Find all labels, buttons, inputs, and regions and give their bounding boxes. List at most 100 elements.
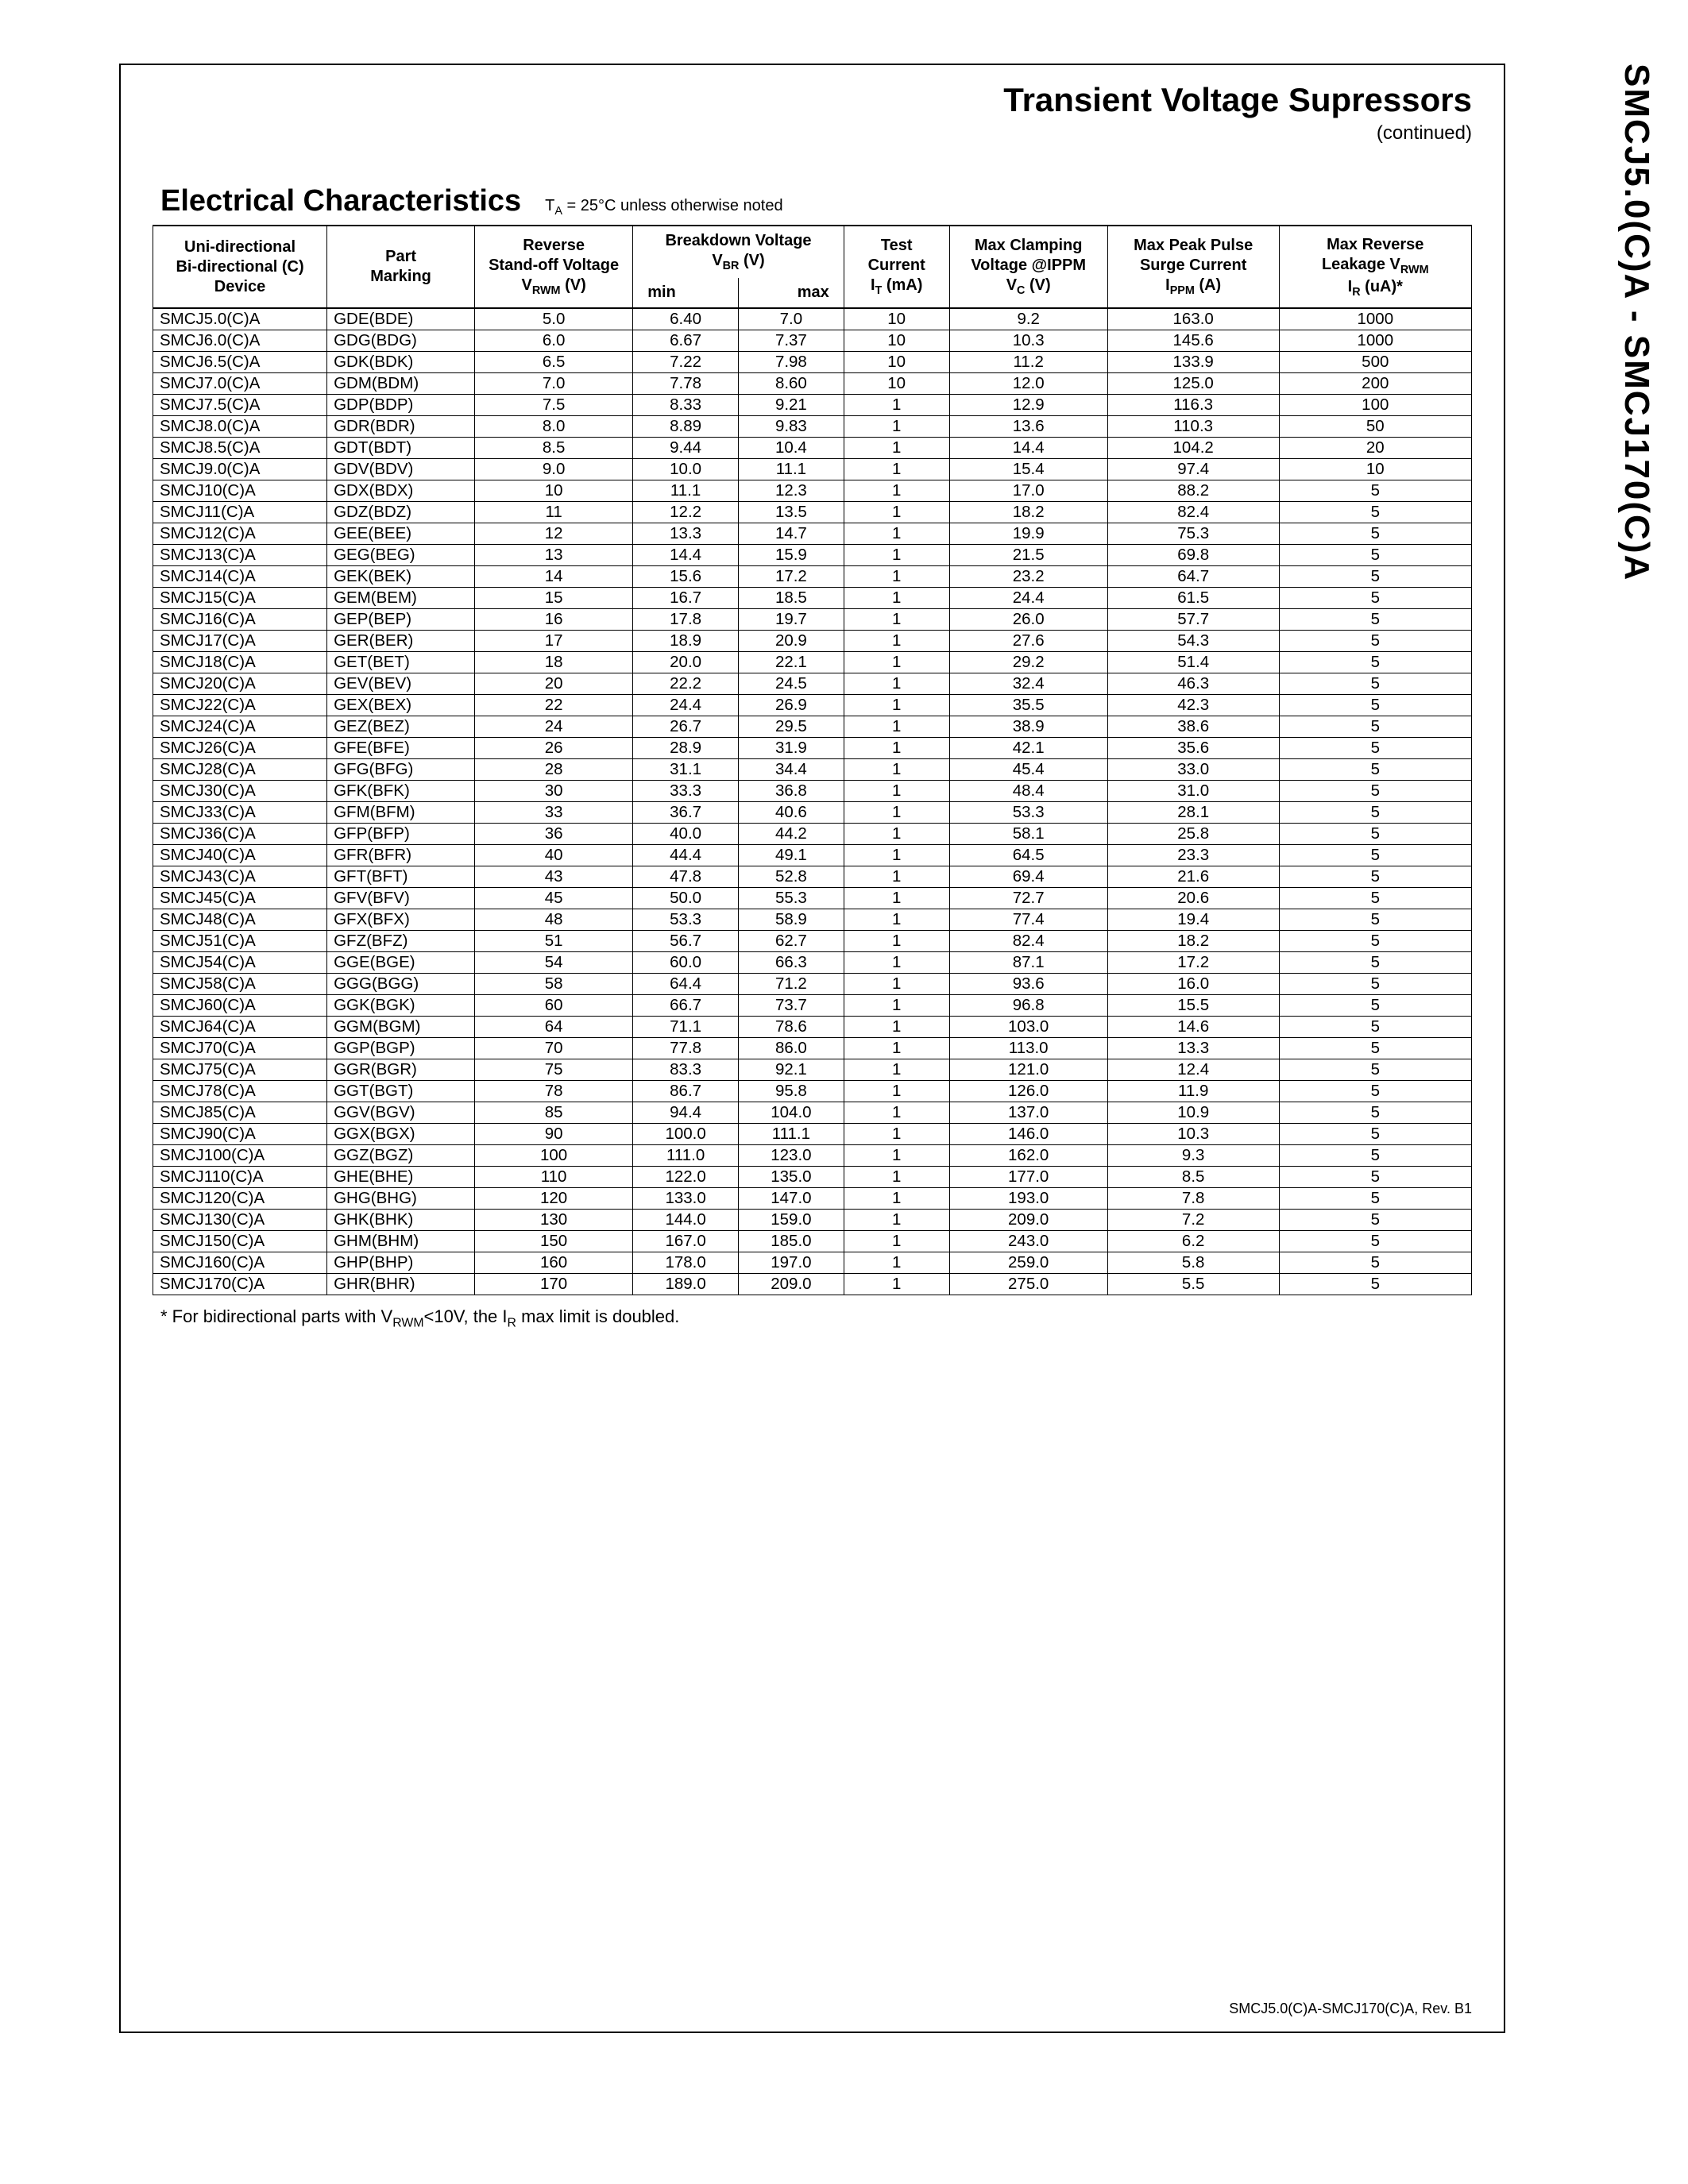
col-device: Uni-directional Bi-directional (C) Devic…	[153, 226, 327, 308]
cell-marking: GDM(BDM)	[327, 373, 475, 395]
cell-bv-min: 100.0	[633, 1124, 739, 1145]
cell-it: 1	[844, 1231, 949, 1252]
cell-vrwm: 150	[475, 1231, 633, 1252]
cell-it: 10	[844, 330, 949, 352]
cell-ippm: 7.8	[1107, 1188, 1279, 1210]
cell-it: 1	[844, 673, 949, 695]
cell-ippm: 38.6	[1107, 716, 1279, 738]
cell-device: SMCJ8.5(C)A	[153, 438, 327, 459]
cell-bv-min: 40.0	[633, 824, 739, 845]
title-block: Transient Voltage Supressors (continued)	[153, 81, 1472, 145]
cell-it: 1	[844, 1167, 949, 1188]
cell-it: 1	[844, 588, 949, 609]
table-row: SMCJ14(C)AGEK(BEK)1415.617.2123.264.75	[153, 566, 1472, 588]
cell-bv-max: 92.1	[739, 1059, 844, 1081]
table-row: SMCJ90(C)AGGX(BGX)90100.0111.11146.010.3…	[153, 1124, 1472, 1145]
cell-device: SMCJ58(C)A	[153, 974, 327, 995]
cell-bv-max: 95.8	[739, 1081, 844, 1102]
cell-vrwm: 26	[475, 738, 633, 759]
cell-ir: 10	[1279, 459, 1471, 480]
cell-vc: 53.3	[949, 802, 1107, 824]
table-row: SMCJ120(C)AGHG(BHG)120133.0147.01193.07.…	[153, 1188, 1472, 1210]
cell-bv-min: 31.1	[633, 759, 739, 781]
cell-ippm: 33.0	[1107, 759, 1279, 781]
cell-ippm: 64.7	[1107, 566, 1279, 588]
cell-vrwm: 110	[475, 1167, 633, 1188]
cell-bv-max: 19.7	[739, 609, 844, 631]
cell-vrwm: 60	[475, 995, 633, 1017]
cell-bv-min: 60.0	[633, 952, 739, 974]
cell-ir: 500	[1279, 352, 1471, 373]
cell-ir: 5	[1279, 480, 1471, 502]
cell-vc: 23.2	[949, 566, 1107, 588]
cell-marking: GEM(BEM)	[327, 588, 475, 609]
cell-ippm: 35.6	[1107, 738, 1279, 759]
cell-device: SMCJ10(C)A	[153, 480, 327, 502]
cell-marking: GEV(BEV)	[327, 673, 475, 695]
cell-bv-min: 16.7	[633, 588, 739, 609]
cell-device: SMCJ30(C)A	[153, 781, 327, 802]
cell-marking: GGR(BGR)	[327, 1059, 475, 1081]
cell-bv-min: 50.0	[633, 888, 739, 909]
cell-vrwm: 54	[475, 952, 633, 974]
section-condition: TA = 25°C unless otherwise noted	[545, 197, 782, 218]
cell-ippm: 46.3	[1107, 673, 1279, 695]
cell-ir: 5	[1279, 1145, 1471, 1167]
cell-ir: 5	[1279, 1038, 1471, 1059]
cell-ippm: 97.4	[1107, 459, 1279, 480]
cell-marking: GDZ(BDZ)	[327, 502, 475, 523]
cell-ippm: 42.3	[1107, 695, 1279, 716]
cell-vrwm: 15	[475, 588, 633, 609]
cell-ippm: 104.2	[1107, 438, 1279, 459]
cell-it: 1	[844, 1124, 949, 1145]
cell-marking: GHG(BHG)	[327, 1188, 475, 1210]
cell-ippm: 23.3	[1107, 845, 1279, 866]
cell-vrwm: 36	[475, 824, 633, 845]
cell-it: 1	[844, 931, 949, 952]
cell-ippm: 16.0	[1107, 974, 1279, 995]
cell-marking: GFG(BFG)	[327, 759, 475, 781]
cell-ippm: 6.2	[1107, 1231, 1279, 1252]
cell-ippm: 5.5	[1107, 1274, 1279, 1295]
cell-bv-min: 189.0	[633, 1274, 739, 1295]
cell-bv-max: 44.2	[739, 824, 844, 845]
cell-marking: GGG(BGG)	[327, 974, 475, 995]
cell-bv-min: 66.7	[633, 995, 739, 1017]
cell-it: 1	[844, 1145, 949, 1167]
cell-device: SMCJ51(C)A	[153, 931, 327, 952]
cell-it: 1	[844, 1252, 949, 1274]
table-row: SMCJ11(C)AGDZ(BDZ)1112.213.5118.282.45	[153, 502, 1472, 523]
cell-bv-max: 58.9	[739, 909, 844, 931]
cell-bv-max: 34.4	[739, 759, 844, 781]
cell-marking: GDG(BDG)	[327, 330, 475, 352]
cell-bv-max: 197.0	[739, 1252, 844, 1274]
cell-it: 1	[844, 438, 949, 459]
cell-it: 1	[844, 1017, 949, 1038]
cell-bv-min: 17.8	[633, 609, 739, 631]
table-row: SMCJ8.0(C)AGDR(BDR)8.08.899.83113.6110.3…	[153, 416, 1472, 438]
cell-bv-min: 15.6	[633, 566, 739, 588]
cell-it: 1	[844, 416, 949, 438]
cell-ippm: 19.4	[1107, 909, 1279, 931]
cell-ir: 5	[1279, 781, 1471, 802]
cell-ippm: 54.3	[1107, 631, 1279, 652]
cell-bv-max: 62.7	[739, 931, 844, 952]
cell-bv-min: 77.8	[633, 1038, 739, 1059]
cell-ir: 5	[1279, 1124, 1471, 1145]
cell-bv-min: 178.0	[633, 1252, 739, 1274]
cell-ir: 5	[1279, 588, 1471, 609]
cell-it: 1	[844, 1210, 949, 1231]
cell-it: 1	[844, 480, 949, 502]
cell-device: SMCJ24(C)A	[153, 716, 327, 738]
cell-bv-max: 11.1	[739, 459, 844, 480]
cell-ir: 20	[1279, 438, 1471, 459]
cell-device: SMCJ130(C)A	[153, 1210, 327, 1231]
cell-marking: GEZ(BEZ)	[327, 716, 475, 738]
cell-device: SMCJ78(C)A	[153, 1081, 327, 1102]
cell-bv-min: 144.0	[633, 1210, 739, 1231]
cell-device: SMCJ15(C)A	[153, 588, 327, 609]
cell-vrwm: 70	[475, 1038, 633, 1059]
cell-vrwm: 40	[475, 845, 633, 866]
cell-vc: 243.0	[949, 1231, 1107, 1252]
cell-vc: 14.4	[949, 438, 1107, 459]
